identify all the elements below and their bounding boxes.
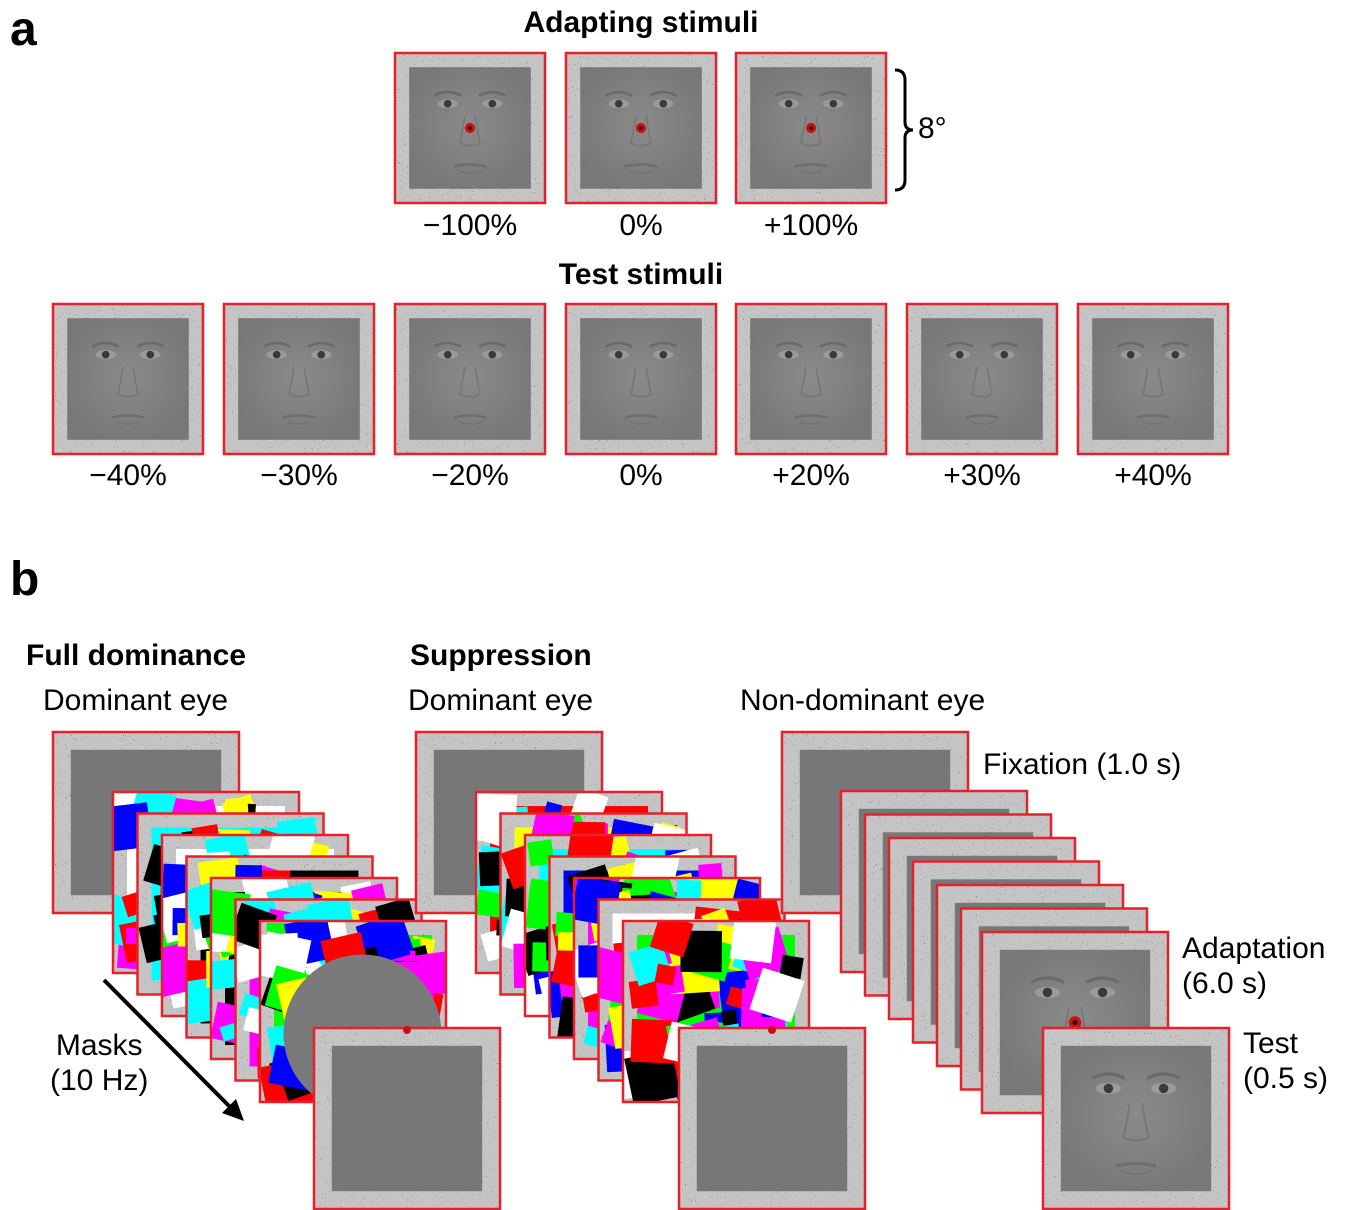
panel-a-letter: a bbox=[10, 3, 37, 56]
suppression-dominant-eye-label: Dominant eye bbox=[408, 684, 594, 717]
frames-layer bbox=[51, 51, 1231, 1210]
adapting-stimulus-1 bbox=[564, 51, 718, 205]
size-bracket bbox=[894, 68, 914, 192]
test-stimulus-1 bbox=[222, 302, 376, 456]
masks-arrow bbox=[102, 978, 244, 1121]
test-stimulus-6 bbox=[1076, 302, 1230, 456]
adaptation-label: Adaptation (6.0 s) bbox=[1182, 932, 1326, 1000]
test-label-3: 0% bbox=[619, 459, 663, 492]
adapting-label-2: +100% bbox=[763, 209, 859, 242]
test-stimulus-4 bbox=[734, 302, 888, 456]
panel-b-letter: b bbox=[10, 553, 40, 606]
arrow-head bbox=[222, 1099, 244, 1121]
test-label-0: −40% bbox=[89, 459, 167, 492]
test-stimulus-5 bbox=[905, 302, 1059, 456]
adapting-label-1: 0% bbox=[619, 209, 663, 242]
adapting-stimulus-2 bbox=[734, 51, 888, 205]
suppression-title: Suppression bbox=[410, 639, 592, 672]
full-dominance-test-frame bbox=[312, 1026, 502, 1210]
nondominant-test-face-frame bbox=[1041, 1026, 1231, 1210]
full-dominance-title: Full dominance bbox=[26, 639, 247, 672]
test-label: Test (0.5 s) bbox=[1243, 1027, 1329, 1095]
test-label-5: +30% bbox=[943, 459, 1021, 492]
test-label-2: −20% bbox=[431, 459, 509, 492]
suppression-test-frame bbox=[677, 1026, 867, 1210]
adapting-label-0: −100% bbox=[422, 209, 518, 242]
full-dominance-eye-label: Dominant eye bbox=[43, 684, 229, 717]
size-label: 8° bbox=[918, 112, 947, 145]
suppression-nondominant-eye-label: Non-dominant eye bbox=[740, 684, 986, 717]
masks-label: Masks (10 Hz) bbox=[50, 1029, 149, 1097]
test-label-4: +20% bbox=[772, 459, 850, 492]
test-label-6: +40% bbox=[1114, 459, 1192, 492]
adapting-stimuli-title: Adapting stimuli bbox=[523, 6, 759, 39]
test-label-1: −30% bbox=[260, 459, 338, 492]
arrow-line bbox=[102, 978, 238, 1115]
adapting-stimulus-0 bbox=[393, 51, 547, 205]
test-stimulus-0 bbox=[51, 302, 205, 456]
test-stimuli-title: Test stimuli bbox=[558, 258, 724, 291]
test-stimulus-2 bbox=[393, 302, 547, 456]
test-stimulus-3 bbox=[564, 302, 718, 456]
fixation-label: Fixation (1.0 s) bbox=[983, 748, 1182, 781]
